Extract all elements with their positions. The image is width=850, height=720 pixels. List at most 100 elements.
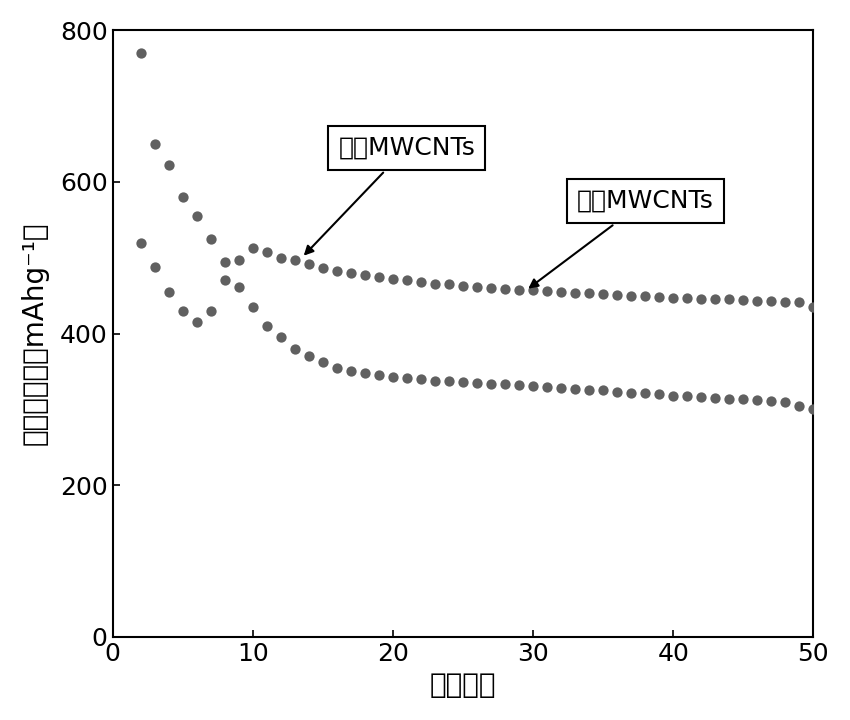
Point: [779, 296, 792, 307]
Point: [498, 379, 512, 390]
Point: [513, 379, 526, 391]
Point: [541, 285, 554, 297]
Point: [176, 305, 190, 317]
Point: [779, 396, 792, 408]
Point: [541, 381, 554, 392]
X-axis label: 循环次数: 循环次数: [430, 671, 496, 699]
Point: [372, 271, 386, 283]
Point: [386, 273, 400, 284]
Point: [316, 262, 330, 274]
Point: [554, 382, 568, 394]
Point: [484, 378, 498, 390]
Point: [484, 282, 498, 294]
Point: [653, 292, 666, 303]
Point: [722, 393, 736, 405]
Point: [344, 267, 358, 279]
Point: [414, 276, 428, 288]
Point: [736, 394, 750, 405]
Point: [133, 237, 147, 248]
Point: [260, 247, 274, 258]
Point: [218, 275, 231, 287]
Point: [386, 371, 400, 382]
Point: [428, 375, 442, 387]
Point: [288, 254, 302, 266]
Point: [133, 48, 147, 59]
Point: [764, 295, 778, 307]
Point: [666, 292, 680, 304]
Point: [246, 242, 259, 253]
Point: [638, 387, 652, 399]
Text: 改性MWCNTs: 改性MWCNTs: [530, 189, 714, 287]
Point: [288, 343, 302, 354]
Point: [232, 281, 246, 292]
Point: [513, 284, 526, 295]
Point: [807, 404, 820, 415]
Point: [708, 294, 722, 305]
Point: [428, 278, 442, 289]
Point: [597, 384, 610, 396]
Point: [526, 380, 540, 392]
Point: [204, 233, 218, 245]
Point: [582, 287, 596, 299]
Point: [246, 301, 259, 312]
Point: [302, 351, 315, 362]
Point: [400, 275, 414, 287]
Point: [694, 392, 708, 403]
Point: [442, 279, 456, 290]
Point: [764, 395, 778, 407]
Point: [597, 289, 610, 300]
Point: [456, 377, 470, 388]
Point: [680, 292, 694, 304]
Point: [442, 376, 456, 387]
Point: [736, 294, 750, 306]
Point: [722, 294, 736, 305]
Point: [260, 320, 274, 332]
Point: [232, 254, 246, 266]
Point: [569, 287, 582, 298]
Point: [666, 390, 680, 402]
Point: [526, 284, 540, 296]
Point: [372, 369, 386, 381]
Point: [274, 332, 287, 343]
Point: [358, 269, 371, 281]
Point: [807, 301, 820, 312]
Point: [190, 316, 203, 328]
Point: [344, 366, 358, 377]
Point: [470, 377, 484, 389]
Point: [751, 395, 764, 406]
Point: [330, 362, 343, 374]
Point: [569, 383, 582, 395]
Point: [610, 289, 624, 301]
Point: [274, 252, 287, 264]
Point: [162, 286, 175, 297]
Point: [610, 386, 624, 397]
Point: [680, 391, 694, 402]
Point: [162, 160, 175, 171]
Point: [358, 367, 371, 379]
Point: [625, 387, 638, 398]
Point: [302, 258, 315, 269]
Point: [148, 138, 162, 150]
Point: [694, 293, 708, 305]
Text: 原始MWCNTs: 原始MWCNTs: [305, 136, 475, 254]
Point: [582, 384, 596, 395]
Point: [792, 297, 806, 308]
Point: [653, 388, 666, 400]
Point: [400, 372, 414, 383]
Point: [751, 295, 764, 307]
Point: [204, 305, 218, 317]
Point: [456, 280, 470, 292]
Point: [708, 392, 722, 404]
Point: [792, 400, 806, 411]
Point: [470, 282, 484, 293]
Point: [176, 192, 190, 203]
Point: [316, 356, 330, 368]
Point: [218, 256, 231, 267]
Point: [330, 266, 343, 277]
Point: [625, 290, 638, 302]
Point: [190, 210, 203, 222]
Point: [414, 373, 428, 384]
Y-axis label: 放电比容量（mAhg⁻¹）: 放电比容量（mAhg⁻¹）: [21, 222, 48, 445]
Point: [638, 291, 652, 302]
Point: [148, 261, 162, 273]
